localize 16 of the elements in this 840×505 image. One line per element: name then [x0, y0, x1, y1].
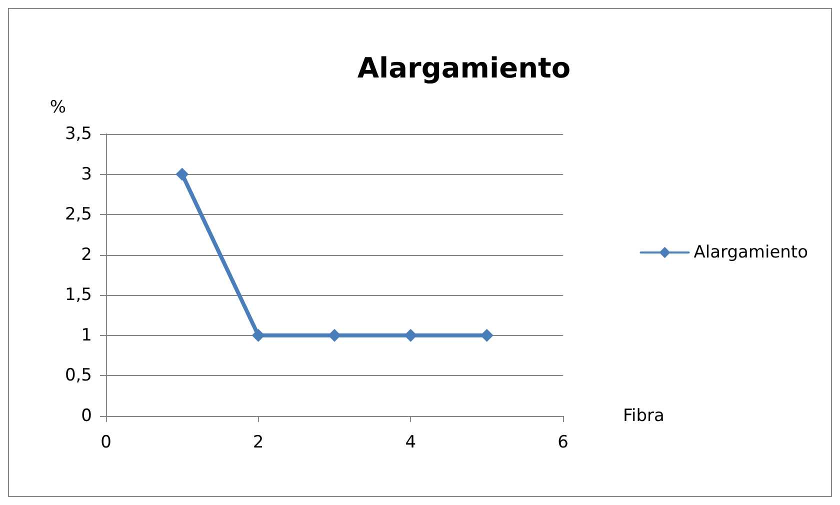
y-tick-label: 2: [81, 244, 92, 265]
y-tick-label: 2,5: [64, 204, 92, 225]
legend-label: Alargamiento: [694, 242, 808, 262]
y-tick-label: 1: [81, 325, 92, 346]
y-tick-label: 0: [81, 406, 92, 426]
y-tick-label: 1,5: [64, 285, 92, 306]
chart-title: Alargamiento: [357, 52, 571, 84]
x-axis-title: Fibra: [623, 406, 664, 426]
y-tick-label: 3: [81, 164, 92, 184]
x-tick-label: 2: [252, 432, 264, 452]
x-tick-label: 4: [405, 432, 416, 452]
y-tick-label: 3,5: [64, 124, 92, 144]
y-tick-label: 0,5: [64, 366, 92, 386]
x-tick-label: 6: [558, 432, 568, 452]
x-tick-label: 0: [100, 432, 112, 452]
y-axis-title: %: [50, 98, 66, 118]
